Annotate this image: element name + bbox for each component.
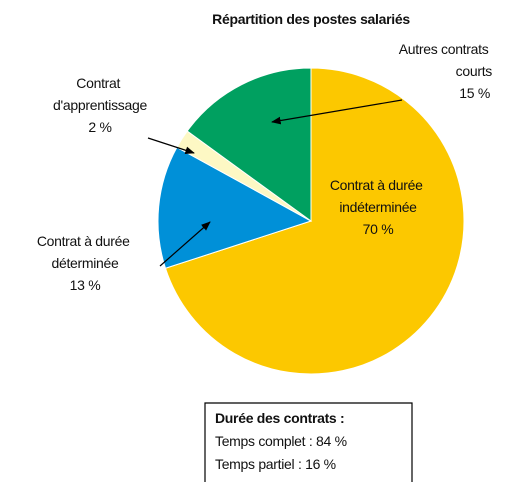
slice bbox=[164, 67, 465, 375]
slice-label: Contrat d'apprentissage bbox=[53, 75, 147, 113]
note-item: Temps partiel : 16 % bbox=[215, 456, 336, 472]
chart-title: Répartition des postes salariés bbox=[212, 11, 410, 27]
leader-arrow bbox=[271, 99, 403, 125]
slice-label: Autres contrats courts bbox=[399, 41, 493, 79]
value-label: 15 % bbox=[459, 85, 490, 101]
value-label: 13 % bbox=[70, 277, 101, 293]
value-label: 2 % bbox=[88, 119, 111, 135]
slice bbox=[157, 146, 313, 269]
slice-label: Contrat à durée déterminée bbox=[37, 233, 133, 271]
note-box bbox=[204, 402, 413, 482]
pie bbox=[157, 67, 465, 375]
note-title: Durée des contrats : bbox=[215, 410, 344, 426]
slice-label: Contrat à durée indéterminée bbox=[330, 177, 426, 215]
leader-arrow bbox=[159, 221, 211, 267]
note-item: Temps complet : 84 % bbox=[215, 433, 347, 449]
slice bbox=[186, 67, 312, 222]
leader-arrow bbox=[147, 137, 195, 154]
value-label: 70 % bbox=[363, 221, 394, 237]
labels: Contrat à durée indéterminée 70 % Contrat … bbox=[37, 41, 493, 293]
